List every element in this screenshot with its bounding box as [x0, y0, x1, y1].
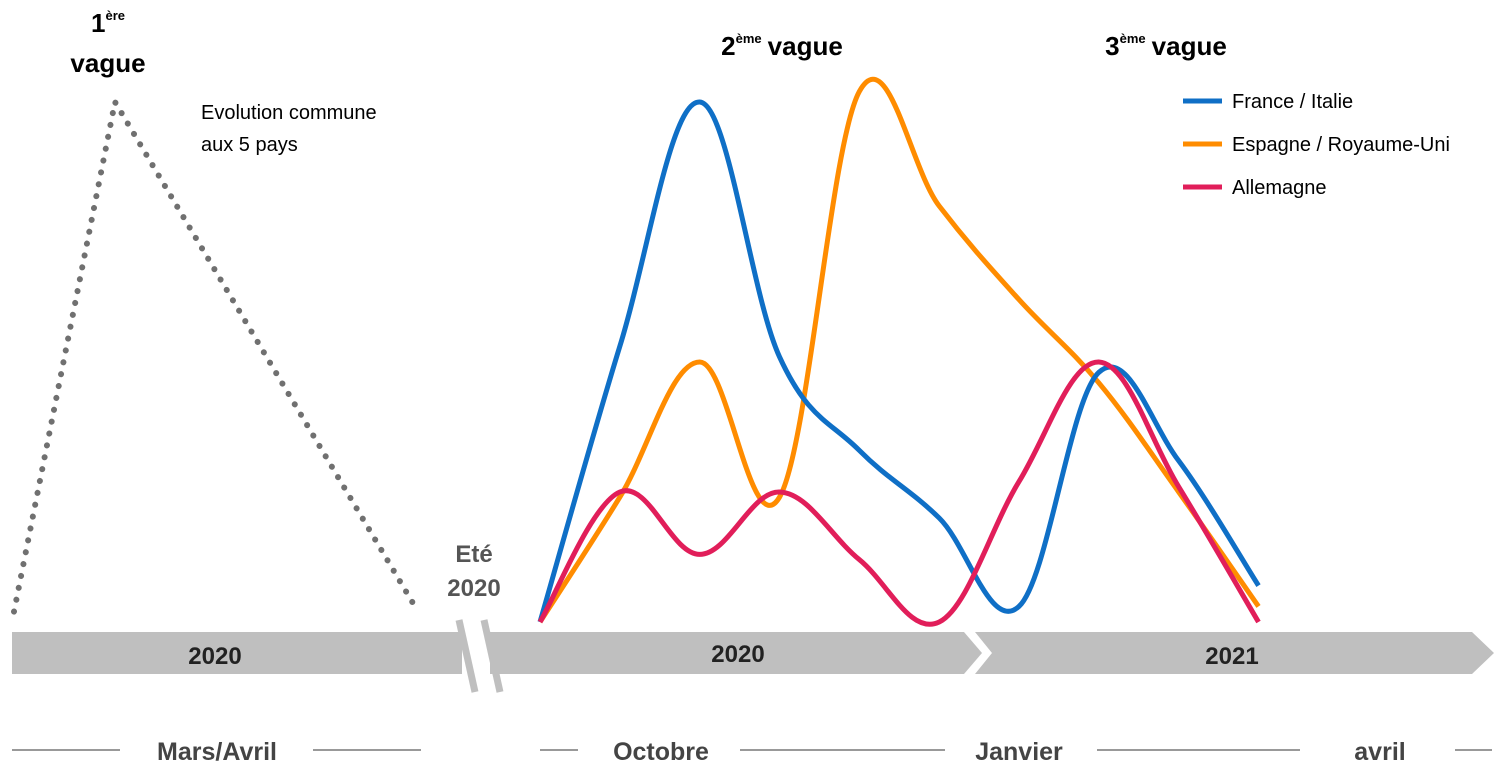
month-label-janvier: Janvier [975, 738, 1063, 766]
band-label-2020-first: 2020 [188, 643, 241, 670]
series-allemagne [537, 359, 1261, 627]
wave3-number: 3 [1105, 31, 1119, 61]
wave1-number: 1 [91, 8, 105, 38]
wave2-word: vague [768, 31, 843, 61]
month-label-avril: avril [1354, 738, 1405, 766]
wave2-number: 2 [721, 31, 735, 61]
timeline-band-2020-second [490, 632, 982, 674]
common-note-line2: aux 5 pays [201, 134, 298, 156]
first-wave-line [11, 93, 421, 615]
month-axis: Mars/Avril Octobre Janvier avril [12, 738, 1492, 766]
legend-label-allemagne: Allemagne [1232, 177, 1327, 199]
legend-label-france-italie: France / Italie [1232, 91, 1353, 113]
series-line-france-italie [537, 99, 1261, 623]
band-label-2020-second: 2020 [711, 641, 764, 668]
legend: France / Italie Espagne / Royaume-Uni Al… [1183, 91, 1450, 199]
wave3-title: 3ème vague [1105, 31, 1227, 61]
legend-label-espagne-royaume-uni: Espagne / Royaume-Uni [1232, 134, 1450, 156]
series-line-espagne-royaume-uni [537, 77, 1261, 624]
timeline-band-2021 [975, 632, 1494, 674]
wave1-title: 1ère [91, 8, 125, 38]
series-plot [537, 77, 1261, 627]
wave3-sup: ème [1120, 31, 1146, 46]
summer-label-line1: Eté [455, 541, 492, 568]
wave2-sup: ème [736, 31, 762, 46]
timeline-bands [12, 619, 1494, 693]
first-wave-plot [11, 93, 421, 615]
month-label-mars-avril: Mars/Avril [157, 738, 277, 766]
series-espagne-royaume-uni [537, 77, 1261, 624]
summer-label: Eté 2020 [447, 541, 500, 602]
month-label-octobre: Octobre [613, 738, 709, 766]
common-note: Evolution commune aux 5 pays [201, 102, 377, 156]
wave3-word: vague [1152, 31, 1227, 61]
wave2-title: 2ème vague [721, 31, 843, 61]
band-label-2021: 2021 [1205, 643, 1258, 670]
timeline-band-2020-first [12, 632, 462, 674]
series-france-italie [537, 99, 1261, 623]
wave-titles: 1ère vague 2ème vague 3ème vague [70, 8, 1226, 78]
break-mark-left [455, 619, 479, 693]
timeline-band-labels: 2020 2020 2021 [188, 641, 1258, 670]
common-note-line1: Evolution commune [201, 102, 377, 124]
wave1-sup: ère [105, 8, 125, 23]
break-mark-right [480, 619, 504, 693]
summer-label-line2: 2020 [447, 575, 500, 602]
wave1-word: vague [70, 48, 145, 78]
series-line-allemagne [537, 359, 1261, 627]
